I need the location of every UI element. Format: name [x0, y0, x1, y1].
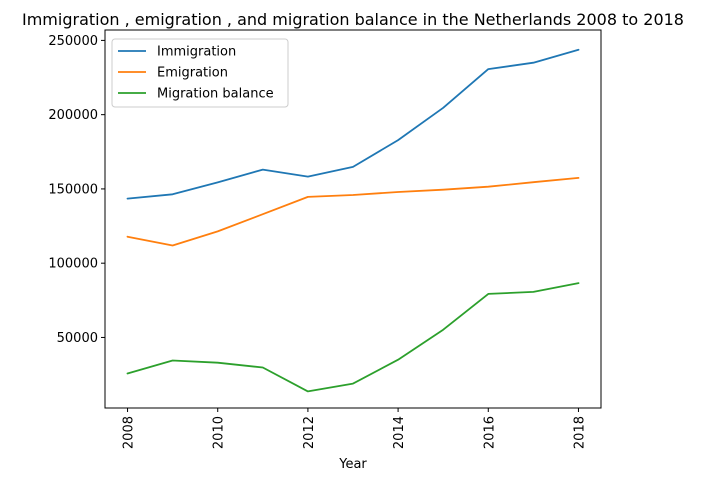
x-tick-label: 2016	[482, 416, 497, 449]
y-tick-label: 250000	[48, 34, 98, 49]
chart-title: Immigration , emigration , and migration…	[22, 10, 684, 29]
legend: Immigration Emigration Migration balance	[111, 38, 289, 108]
y-tick-label: 150000	[48, 182, 98, 197]
x-axis: 2008 2010 2012 2014 2016 2018	[122, 408, 587, 449]
legend-label: Emigration	[157, 66, 228, 81]
x-tick-label: 2018	[572, 416, 587, 449]
legend-label: Immigration	[157, 45, 236, 60]
series-line-migration-balance	[126, 282, 580, 393]
x-tick-label: 2012	[302, 416, 317, 449]
y-axis: 50000 100000 150000 200000 250000	[48, 34, 105, 346]
legend-label: Migration balance	[157, 87, 274, 102]
x-tick-label: 2008	[122, 416, 137, 449]
x-axis-label: Year	[338, 457, 367, 472]
x-tick-label: 2014	[392, 416, 407, 449]
plot-area-frame	[104, 29, 602, 409]
legend-box	[111, 38, 289, 108]
x-tick-label: 2010	[212, 416, 227, 449]
series-line-emigration	[126, 176, 580, 247]
y-tick-label: 200000	[48, 108, 98, 123]
series-line-immigration	[126, 48, 580, 200]
series-lines	[126, 48, 580, 393]
y-tick-label: 100000	[48, 257, 98, 272]
y-tick-label: 50000	[57, 331, 98, 346]
